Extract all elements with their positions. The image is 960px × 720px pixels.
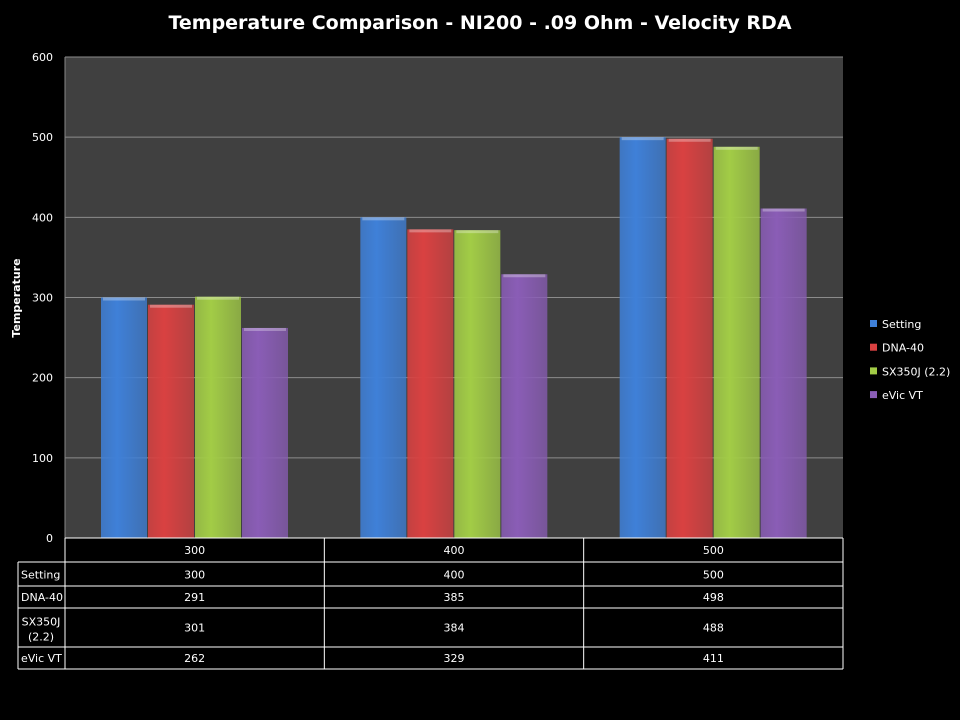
bar — [666, 138, 713, 538]
bar — [454, 230, 501, 538]
table-cell: 262 — [184, 652, 205, 665]
table-cell: 300 — [184, 569, 205, 582]
bar — [501, 274, 548, 538]
table-row-label: eVic VT — [21, 652, 62, 665]
bar-highlight — [715, 146, 758, 150]
bar-highlight — [668, 138, 711, 142]
bar-highlight — [150, 304, 192, 308]
legend-label: SX350J (2.2) — [882, 365, 950, 378]
y-tick-label: 300 — [32, 292, 53, 305]
legend-label: eVic VT — [882, 389, 923, 402]
bar — [713, 146, 760, 538]
table-row-label: DNA-40 — [21, 591, 63, 604]
bar — [148, 304, 194, 538]
y-tick-label: 100 — [32, 452, 53, 465]
bar — [101, 297, 147, 538]
table-header-cell: 300 — [184, 544, 205, 557]
table-cell: 498 — [703, 591, 724, 604]
table-cell: 384 — [444, 622, 465, 635]
bar — [195, 296, 241, 538]
legend-swatch — [870, 320, 877, 327]
table-cell: 291 — [184, 591, 205, 604]
bar — [407, 229, 454, 538]
y-tick-label: 200 — [32, 372, 53, 385]
bar-highlight — [762, 208, 805, 212]
legend-label: Setting — [882, 318, 921, 331]
bar-highlight — [409, 229, 452, 233]
y-tick-label: 600 — [32, 51, 53, 64]
bar — [619, 137, 666, 538]
table-header-cell: 400 — [444, 544, 465, 557]
bar-highlight — [456, 230, 499, 234]
bar-highlight — [197, 296, 239, 300]
table-cell: 488 — [703, 622, 724, 635]
table-row-label: SX350J — [22, 616, 61, 629]
y-tick-label: 500 — [32, 131, 53, 144]
bar — [760, 208, 807, 538]
table-cell: 411 — [703, 652, 724, 665]
legend-swatch — [870, 391, 877, 399]
table-row-label: Setting — [21, 569, 60, 582]
table-cell: 385 — [444, 591, 465, 604]
legend-swatch — [870, 343, 877, 351]
bar-highlight — [503, 274, 546, 278]
chart-title: Temperature Comparison - NI200 - .09 Ohm… — [168, 12, 792, 34]
bar — [242, 327, 288, 538]
table-cell: 400 — [444, 569, 465, 582]
bar-highlight — [103, 297, 145, 301]
legend-label: DNA-40 — [882, 342, 924, 355]
bar — [360, 217, 407, 539]
table-header-cell: 500 — [703, 544, 724, 557]
bar-highlight — [621, 137, 664, 141]
y-axis-label: Temperature — [10, 258, 23, 337]
bar-highlight — [244, 327, 286, 331]
bar-highlight — [362, 217, 405, 221]
y-tick-label: 400 — [32, 211, 53, 224]
table-cell: 329 — [444, 652, 465, 665]
y-tick-label: 0 — [46, 532, 53, 545]
table-cell: 500 — [703, 569, 724, 582]
table-cell: 301 — [184, 622, 205, 635]
table-row-label: (2.2) — [28, 631, 54, 644]
legend-swatch — [870, 367, 877, 375]
